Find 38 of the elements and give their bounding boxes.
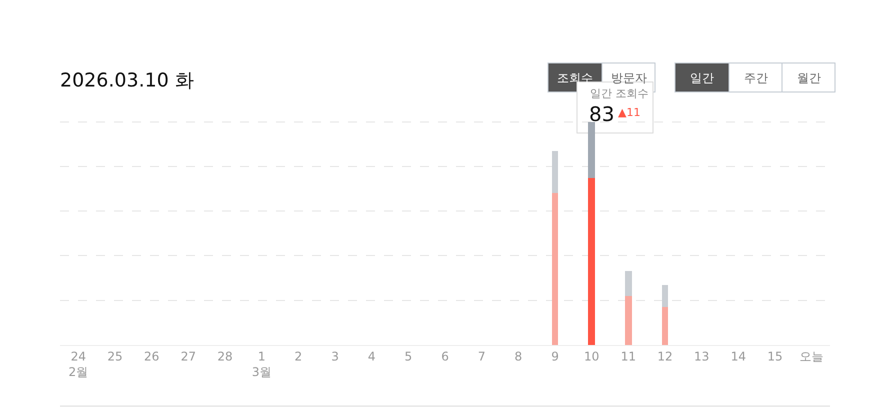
text: 주간 bbox=[744, 71, 768, 85]
x-tick-label: 25 bbox=[107, 349, 123, 364]
x-tick-label: 15 bbox=[767, 349, 783, 364]
x-tick-label: 11 bbox=[620, 349, 636, 364]
x-tick-label: 3 bbox=[331, 349, 339, 364]
text: ▲11 bbox=[618, 106, 640, 119]
x-tick-label: 오늘 bbox=[800, 349, 824, 364]
x-tick-label: 14 bbox=[730, 349, 746, 364]
x-tick-label: 28 bbox=[217, 349, 233, 364]
x-tick-label: 5 bbox=[404, 349, 412, 364]
text: 방문자 bbox=[611, 71, 647, 85]
x-tick-label: 27 bbox=[180, 349, 196, 364]
x-tick-label: 8 bbox=[514, 349, 522, 364]
x-tick-label: 1 3월 bbox=[252, 349, 272, 379]
x-tick-label: 4 bbox=[368, 349, 376, 364]
bar bbox=[662, 307, 668, 345]
chart-title: 2026.03.10 화 bbox=[60, 70, 194, 92]
text: 일간 bbox=[690, 71, 714, 85]
x-tick-label: 6 bbox=[441, 349, 449, 364]
bar bbox=[625, 296, 632, 345]
x-tick-label: 12 bbox=[657, 349, 673, 364]
bar bbox=[588, 122, 595, 178]
bar bbox=[552, 193, 558, 345]
text: 일간 조회수 bbox=[590, 87, 648, 100]
x-tick-label: 9 bbox=[551, 349, 559, 364]
x-tick-label: 7 bbox=[478, 349, 486, 364]
bar bbox=[552, 151, 558, 193]
x-tick-label: 26 bbox=[144, 349, 160, 364]
text: 조회수 bbox=[557, 71, 593, 85]
text: 월간 bbox=[797, 71, 821, 85]
x-tick-label: 10 bbox=[584, 349, 600, 364]
x-tick-label: 13 bbox=[694, 349, 710, 364]
x-tick-label: 2 bbox=[294, 349, 302, 364]
bar bbox=[588, 178, 595, 345]
annotation: 83 bbox=[589, 102, 614, 126]
bar bbox=[662, 285, 668, 307]
bar bbox=[625, 271, 632, 296]
x-tick-label: 24 2월 bbox=[68, 349, 88, 379]
